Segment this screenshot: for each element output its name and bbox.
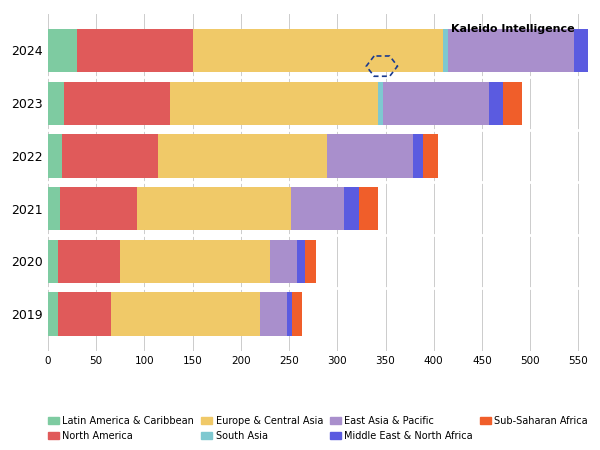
Bar (170, 81, 378, 125)
Bar (48, 292, 58, 336)
Bar (326, 134, 413, 177)
Bar (48, 81, 64, 125)
Bar (110, 292, 260, 336)
Text: Kaleido Intelligence: Kaleido Intelligence (451, 23, 575, 34)
Bar (121, 240, 270, 283)
Bar (64, 81, 170, 125)
Bar (287, 292, 292, 336)
Bar (297, 240, 305, 283)
Bar (593, 29, 600, 72)
Bar (48, 187, 59, 230)
Bar (574, 29, 593, 72)
Bar (59, 187, 137, 230)
Legend: Latin America & Caribbean, North America, Europe & Central Asia, South Asia, Eas: Latin America & Caribbean, North America… (48, 416, 588, 441)
Bar (137, 187, 291, 230)
Bar (58, 240, 121, 283)
Bar (58, 292, 110, 336)
Bar (48, 29, 77, 72)
Bar (158, 134, 326, 177)
Bar (503, 81, 523, 125)
Bar (193, 29, 443, 72)
Bar (292, 292, 302, 336)
Bar (344, 187, 359, 230)
Bar (443, 29, 448, 72)
Bar (423, 134, 437, 177)
Bar (378, 81, 383, 125)
Bar (270, 240, 297, 283)
Bar (48, 134, 62, 177)
Bar (488, 81, 503, 125)
Bar (448, 29, 574, 72)
Bar (260, 292, 287, 336)
Bar (77, 29, 193, 72)
Bar (413, 134, 423, 177)
Bar (48, 240, 58, 283)
Bar (305, 240, 316, 283)
Bar (383, 81, 488, 125)
Bar (291, 187, 344, 230)
Bar (359, 187, 378, 230)
Bar (62, 134, 158, 177)
